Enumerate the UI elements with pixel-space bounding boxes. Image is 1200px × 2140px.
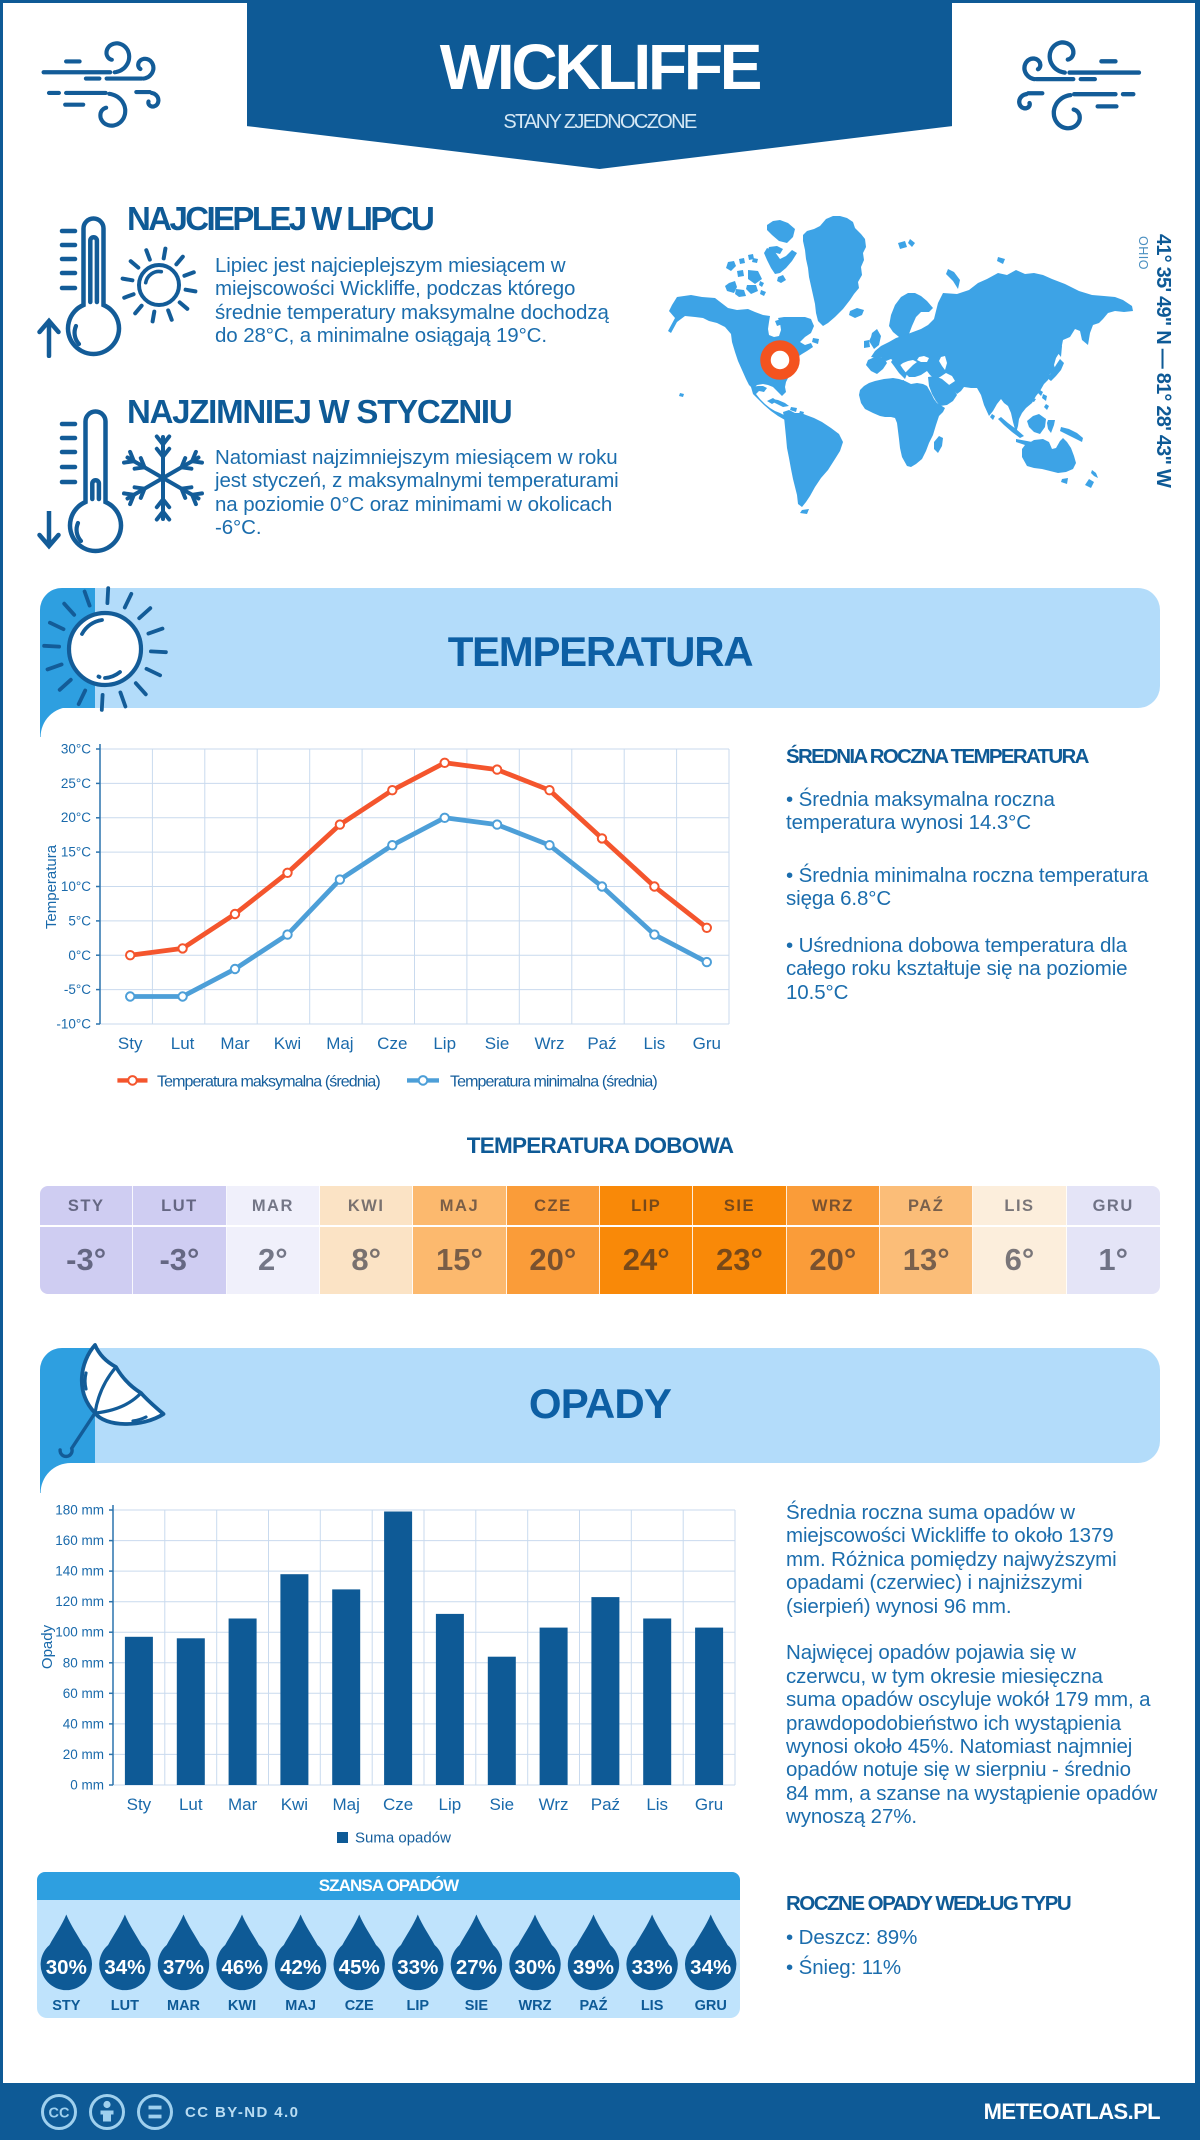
- svg-text:Wrz: Wrz: [535, 1034, 565, 1053]
- svg-text:Lip: Lip: [439, 1795, 462, 1814]
- svg-text:Lip: Lip: [433, 1034, 456, 1053]
- svg-text:KWI: KWI: [228, 1998, 256, 2014]
- svg-text:Paź: Paź: [591, 1795, 620, 1814]
- svg-text:80 mm: 80 mm: [63, 1655, 104, 1670]
- svg-text:LIS: LIS: [641, 1998, 664, 2014]
- svg-text:WRZ: WRZ: [518, 1998, 551, 2014]
- svg-text:15°C: 15°C: [61, 845, 91, 860]
- svg-text:-5°C: -5°C: [64, 982, 91, 997]
- svg-text:CC: CC: [49, 2106, 70, 2122]
- svg-text:Maj: Maj: [326, 1034, 353, 1053]
- svg-text:33%: 33%: [397, 1956, 438, 1979]
- svg-text:140 mm: 140 mm: [55, 1564, 104, 1579]
- svg-text:CZE: CZE: [345, 1998, 374, 2014]
- svg-text:33%: 33%: [632, 1956, 673, 1979]
- svg-text:MAJ: MAJ: [285, 1998, 316, 2014]
- svg-text:160 mm: 160 mm: [55, 1533, 104, 1548]
- svg-text:45%: 45%: [339, 1956, 380, 1979]
- svg-text:MAR: MAR: [167, 1998, 201, 2014]
- svg-text:27%: 27%: [456, 1956, 497, 1979]
- svg-text:40 mm: 40 mm: [63, 1716, 104, 1731]
- svg-text:34%: 34%: [104, 1956, 145, 1979]
- svg-text:Lis: Lis: [646, 1795, 668, 1814]
- svg-text:37%: 37%: [163, 1956, 204, 1979]
- svg-text:Kwi: Kwi: [281, 1795, 308, 1814]
- svg-text:SIE: SIE: [465, 1998, 489, 2014]
- svg-text:5°C: 5°C: [68, 913, 91, 928]
- svg-text:Temperatura minimalna (średnia: Temperatura minimalna (średnia): [450, 1074, 657, 1091]
- svg-text:42%: 42%: [280, 1956, 321, 1979]
- svg-text:Cze: Cze: [377, 1034, 407, 1053]
- svg-text:Lut: Lut: [171, 1034, 195, 1053]
- svg-text:0 mm: 0 mm: [70, 1778, 104, 1793]
- svg-text:34%: 34%: [690, 1956, 731, 1979]
- svg-text:Temperatura: Temperatura: [43, 844, 60, 929]
- svg-text:Cze: Cze: [383, 1795, 413, 1814]
- svg-text:180 mm: 180 mm: [55, 1503, 104, 1518]
- svg-text:STY: STY: [52, 1998, 81, 2014]
- svg-text:Sty: Sty: [127, 1795, 152, 1814]
- svg-text:Opady: Opady: [40, 1624, 56, 1669]
- svg-text:20°C: 20°C: [61, 810, 91, 825]
- svg-text:Gru: Gru: [695, 1795, 723, 1814]
- svg-text:LIP: LIP: [407, 1998, 430, 2014]
- svg-text:30%: 30%: [514, 1956, 555, 1979]
- svg-text:39%: 39%: [573, 1956, 614, 1979]
- svg-text:Gru: Gru: [693, 1034, 721, 1053]
- svg-text:Maj: Maj: [332, 1795, 359, 1814]
- svg-text:GRU: GRU: [695, 1998, 727, 2014]
- svg-text:Sie: Sie: [490, 1795, 515, 1814]
- svg-text:46%: 46%: [221, 1956, 262, 1979]
- svg-text:60 mm: 60 mm: [63, 1686, 104, 1701]
- svg-text:LUT: LUT: [111, 1998, 139, 2014]
- svg-text:Lis: Lis: [644, 1034, 666, 1053]
- svg-text:Kwi: Kwi: [274, 1034, 301, 1053]
- svg-text:Mar: Mar: [228, 1795, 258, 1814]
- svg-text:Temperatura maksymalna (średni: Temperatura maksymalna (średnia): [157, 1074, 380, 1091]
- svg-text:PAŹ: PAŹ: [580, 1997, 608, 2014]
- svg-text:-10°C: -10°C: [56, 1017, 91, 1032]
- svg-text:0°C: 0°C: [68, 948, 91, 963]
- svg-text:30°C: 30°C: [61, 742, 91, 757]
- svg-text:Wrz: Wrz: [539, 1795, 569, 1814]
- svg-text:Lut: Lut: [179, 1795, 203, 1814]
- svg-text:Sty: Sty: [118, 1034, 143, 1053]
- svg-text:Mar: Mar: [220, 1034, 250, 1053]
- svg-text:Suma opadów: Suma opadów: [355, 1830, 451, 1847]
- svg-text:Sie: Sie: [485, 1034, 510, 1053]
- svg-text:Paź: Paź: [587, 1034, 616, 1053]
- svg-text:100 mm: 100 mm: [55, 1625, 104, 1640]
- svg-text:10°C: 10°C: [61, 879, 91, 894]
- svg-text:20 mm: 20 mm: [63, 1747, 104, 1762]
- svg-text:120 mm: 120 mm: [55, 1594, 104, 1609]
- svg-text:30%: 30%: [46, 1956, 87, 1979]
- svg-text:25°C: 25°C: [61, 776, 91, 791]
